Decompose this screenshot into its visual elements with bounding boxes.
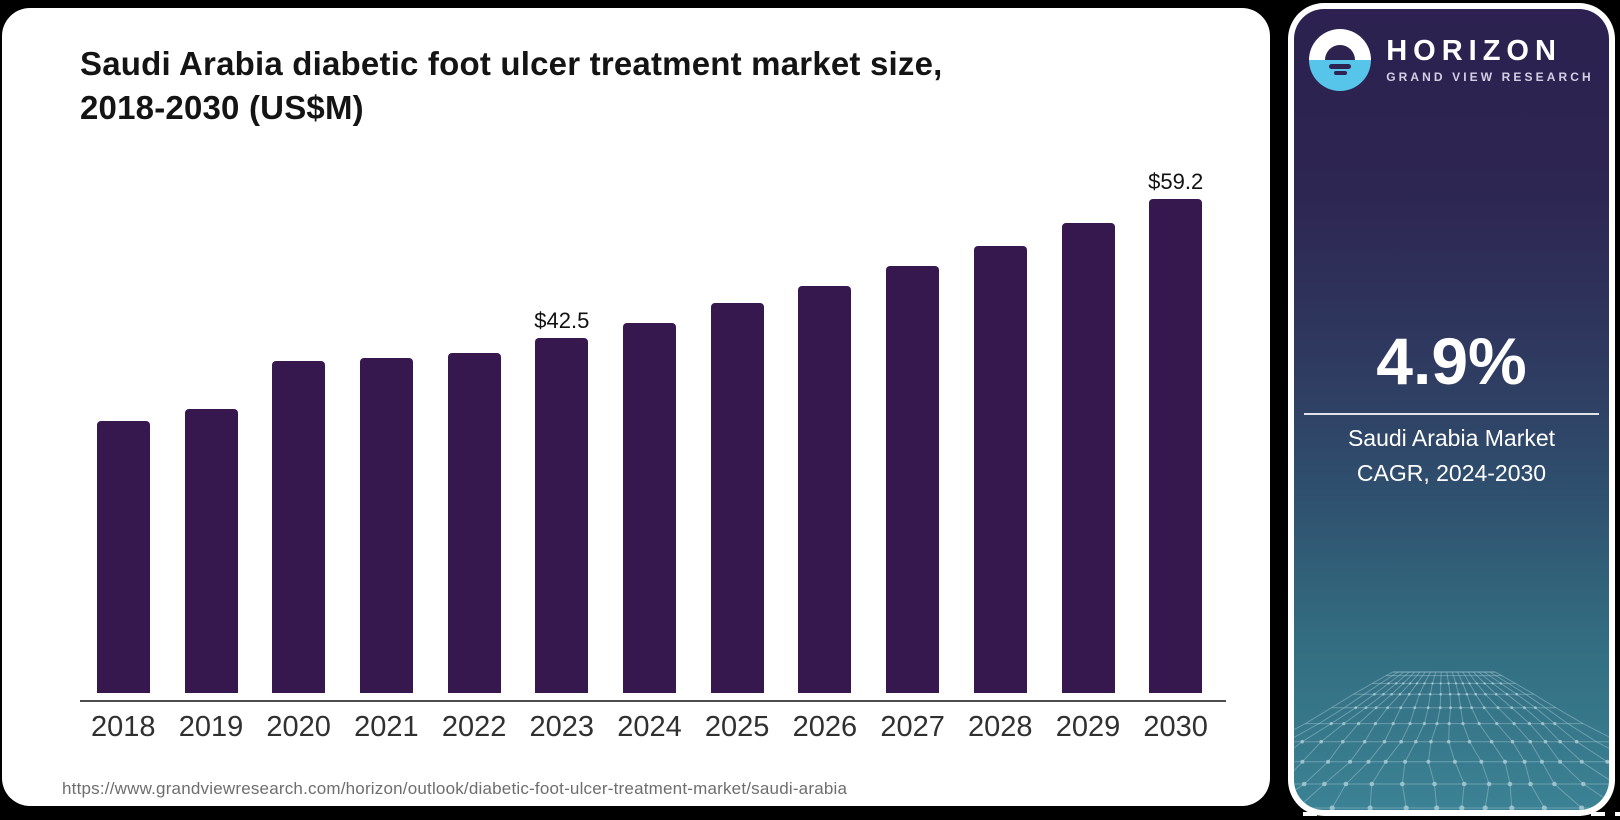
chart-card: Saudi Arabia diabetic foot ulcer treatme… xyxy=(2,8,1270,806)
bar-2025[interactable] xyxy=(710,303,764,693)
horizon-sun-icon xyxy=(1309,29,1372,91)
brand-subtitle: GRAND VIEW RESEARCH xyxy=(1386,70,1594,84)
value-label-2023: $42.5 xyxy=(534,308,590,333)
x-tick-2026: 2026 xyxy=(792,711,858,743)
cagr-caption: Saudi Arabia Market CAGR, 2024-2030 xyxy=(1294,421,1609,491)
cagr-caption-line2: CAGR, 2024-2030 xyxy=(1356,460,1547,486)
bar-2027[interactable] xyxy=(886,266,940,693)
bar-2023[interactable] xyxy=(535,338,589,693)
x-tick-2019: 2019 xyxy=(178,711,244,743)
bar-2026[interactable] xyxy=(798,286,852,693)
x-axis-line xyxy=(80,700,1226,702)
cagr-value: 4.9% xyxy=(1376,324,1527,398)
bottom-dashed-line xyxy=(1303,812,1620,816)
x-tick-2028: 2028 xyxy=(968,711,1033,743)
bar-2018[interactable] xyxy=(96,421,150,693)
x-tick-2024: 2024 xyxy=(617,711,682,743)
bar-2020[interactable] xyxy=(272,361,326,693)
page-title-line2: 2018-2030 (US$M) xyxy=(80,89,364,126)
bar-2024[interactable] xyxy=(623,323,676,693)
bar-2028[interactable] xyxy=(973,246,1027,693)
cagr-caption-line1: Saudi Arabia Market xyxy=(1347,425,1556,451)
x-tick-2023: 2023 xyxy=(529,711,595,743)
bar-2021[interactable] xyxy=(359,358,413,693)
x-tick-2027: 2027 xyxy=(880,711,945,743)
stat-divider xyxy=(1304,413,1599,415)
bar-2029[interactable] xyxy=(1061,223,1115,693)
x-tick-2018: 2018 xyxy=(91,711,156,743)
x-tick-2021: 2021 xyxy=(354,711,419,743)
side-panel-card: HORIZON GRAND VIEW RESEARCH 4.9% Saudi A… xyxy=(1288,3,1615,816)
x-tick-2020: 2020 xyxy=(266,711,331,743)
page-title-line1: Saudi Arabia diabetic foot ulcer treatme… xyxy=(80,45,943,82)
page-title: Saudi Arabia diabetic foot ulcer treatme… xyxy=(80,42,1130,130)
brand-text: HORIZON GRAND VIEW RESEARCH xyxy=(1386,36,1594,84)
value-label-2030: $59.2 xyxy=(1148,169,1204,194)
bar-2019[interactable] xyxy=(184,409,238,693)
mesh-graphic xyxy=(1294,671,1609,810)
x-tick-2022: 2022 xyxy=(441,711,507,743)
x-tick-2025: 2025 xyxy=(704,711,770,743)
x-tick-2029: 2029 xyxy=(1055,711,1121,743)
side-panel: HORIZON GRAND VIEW RESEARCH 4.9% Saudi A… xyxy=(1294,9,1609,810)
bar-2022[interactable] xyxy=(447,353,501,693)
x-tick-2030: 2030 xyxy=(1143,711,1208,743)
bar-2030[interactable] xyxy=(1149,199,1203,693)
brand-name: HORIZON xyxy=(1386,35,1562,67)
horizon-logo[interactable]: HORIZON GRAND VIEW RESEARCH xyxy=(1294,29,1609,91)
source-url: https://www.grandviewresearch.com/horizo… xyxy=(62,779,848,798)
